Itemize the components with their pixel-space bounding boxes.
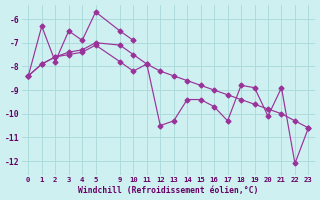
X-axis label: Windchill (Refroidissement éolien,°C): Windchill (Refroidissement éolien,°C) [78,186,259,195]
